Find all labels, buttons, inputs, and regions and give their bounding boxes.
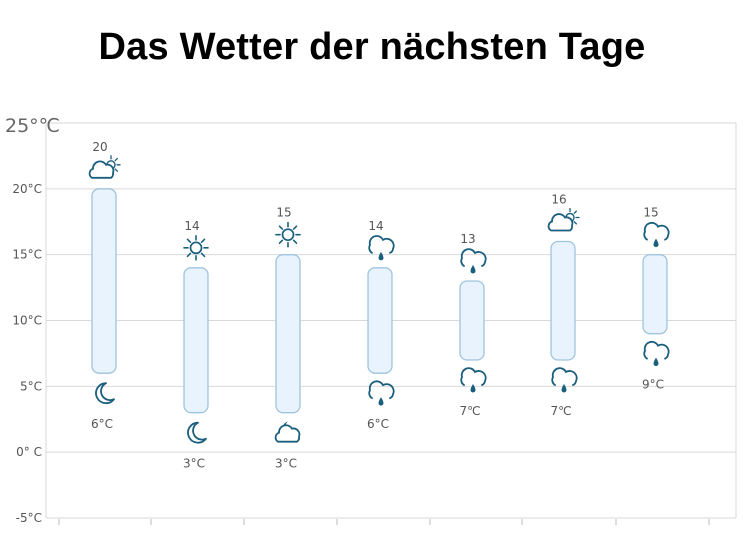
y-tick-label: 10°C (12, 314, 42, 328)
range-bar (275, 254, 301, 414)
y-tick-label: 25°℃ (5, 115, 60, 137)
sun-cloud-icon (88, 155, 121, 179)
rain-icon (551, 367, 578, 393)
rain-icon (460, 367, 487, 393)
moon-icon (95, 382, 115, 405)
high-temp-label: 13 (460, 232, 475, 246)
high-temp-label: 20 (92, 140, 107, 154)
low-temp-label: 3°C (275, 457, 297, 471)
chart-title: Das Wetter der nächsten Tage (98, 26, 646, 68)
low-temp-label: 7℃ (550, 404, 571, 418)
moon-icon (187, 421, 207, 444)
range-bar (91, 188, 117, 374)
moon-cloud-icon (274, 421, 301, 443)
high-temp-label: 14 (184, 219, 199, 233)
range-bars (91, 188, 668, 414)
x-axis-ticks (58, 519, 710, 525)
sun-icon (183, 235, 209, 261)
rain-icon (643, 221, 670, 248)
range-bar (642, 254, 668, 335)
high-temp-label: 16 (551, 193, 566, 207)
rain-icon (368, 235, 395, 261)
y-tick-label: 0° C (16, 445, 42, 459)
y-tick-label: 5°C (20, 379, 42, 393)
rain-icon (643, 340, 670, 367)
high-temp-label: 15 (643, 206, 658, 220)
range-bar (550, 240, 576, 361)
low-temp-label: 3°C (183, 457, 205, 471)
rain-icon (460, 248, 487, 274)
sun-icon (275, 221, 301, 248)
y-tick-label: -5°C (16, 511, 42, 525)
y-tick-label: 15°C (12, 248, 42, 262)
low-temp-label: 9°C (642, 378, 664, 392)
y-axis-ticks: -5°C 0° C 5°C 10°C 15°C 20°C 25°℃ (5, 115, 60, 525)
low-temp-label: 6°C (367, 417, 389, 431)
low-temp-label: 6°C (91, 417, 113, 431)
rain-icon (368, 380, 395, 406)
high-temp-label: 15 (276, 206, 291, 220)
temperature-labels: 20 6°C 14 3°C 15 3°C 14 6°C 13 7℃ 16 7℃ 15 9°C (91, 140, 664, 471)
weather-icons (88, 155, 670, 444)
low-temp-label: 7℃ (459, 404, 480, 418)
range-bar (367, 267, 393, 374)
high-temp-label: 14 (368, 219, 383, 233)
range-bar (183, 267, 209, 414)
range-bar (459, 280, 485, 361)
y-tick-label: 20°C (12, 182, 42, 196)
sun-cloud-icon (547, 207, 580, 232)
